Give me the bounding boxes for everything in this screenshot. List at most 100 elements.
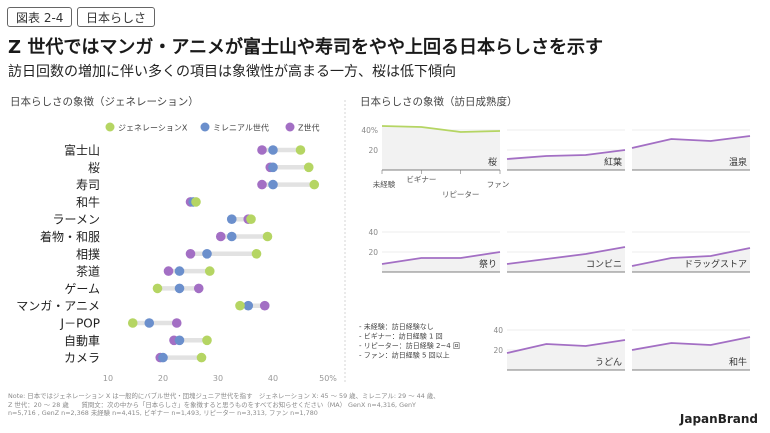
x-tick-label: ビギナー: [406, 175, 436, 184]
series-line: [631, 336, 751, 351]
area-fill: [382, 126, 500, 170]
y-tick-label: 40%: [361, 126, 378, 135]
series-line: [631, 135, 751, 149]
data-point: [193, 283, 204, 294]
topic-label-badge: 日本らしさ: [77, 7, 156, 27]
data-point: [144, 318, 155, 328]
footnote: Note: 日本ではジェネレーション X は一般的にバブル世代・団塊ジュニア世代…: [8, 392, 568, 418]
data-point: [202, 335, 212, 346]
panel-label: 紅葉: [604, 156, 622, 168]
panel-label: うどん: [595, 357, 622, 368]
category-label: マンガ・アニメ: [16, 299, 100, 313]
data-point: [196, 352, 207, 363]
category-label: 富士山: [64, 143, 100, 158]
data-point: [257, 179, 267, 190]
area-fill: [632, 136, 750, 170]
line-panel: 和牛: [631, 329, 751, 371]
data-point: [171, 318, 182, 328]
panel-label: 桜: [488, 156, 497, 168]
data-point: [257, 145, 267, 155]
category-label: ゲーム: [64, 282, 100, 296]
panel-label: ドラッグストア: [684, 258, 747, 270]
data-point: [268, 179, 278, 190]
x-tick-label: 10: [103, 374, 113, 383]
data-point: [174, 266, 185, 276]
series-line: [506, 246, 626, 265]
data-point: [309, 179, 320, 190]
legend-dot-genx: [105, 122, 115, 132]
line-panel: ドラッグストア: [631, 231, 751, 273]
data-point: [262, 231, 273, 242]
legend-label: Z世代: [298, 123, 319, 133]
data-point: [152, 283, 163, 294]
footnote-line: Note: 日本ではジェネレーション X は一般的にバブル世代・団塊ジュニア世代…: [8, 392, 440, 400]
category-label: 自動車: [64, 334, 100, 348]
y-tick-label: 20: [493, 346, 503, 355]
x-tick-label: 20: [158, 374, 168, 383]
legend-label: ミレニアル世代: [213, 123, 269, 133]
area-fill: [507, 340, 625, 370]
data-point: [174, 283, 185, 294]
maturity-legend: - 未経験：訪日経験なし- ビギナー：訪日経験 1 回- リピーター：訪日経験 …: [359, 322, 460, 360]
data-point: [163, 266, 174, 276]
panel-label: コンビニ: [586, 259, 622, 270]
x-tick-label: 30: [213, 374, 223, 383]
footnote-line: n=5,716 , GenZ n=2,368 未経験 n=4,415, ビギナー…: [8, 409, 318, 418]
y-tick-label: 40: [368, 228, 378, 237]
series-line: [506, 339, 626, 354]
area-fill: [507, 150, 625, 170]
legend-dot-genz: [285, 122, 295, 132]
panel-label: 温泉: [729, 156, 747, 168]
line-panel: 温泉: [631, 129, 751, 171]
x-tick-label: リピーター: [442, 190, 480, 199]
data-point: [215, 231, 226, 242]
figure-label-badge: 図表 2-4: [7, 7, 73, 27]
dot-chart: ジェネレーションX ミレニアル世代 Z世代富士山桜寿司和牛ラーメン着物・和服相撲茶道…: [16, 122, 337, 383]
line-panel: 20 40 祭り: [368, 228, 501, 273]
line-chart-title: 日本らしさの象徴（訪日成熟度）: [360, 95, 518, 108]
maturity-legend-item: - ビギナー：訪日経験 1 回: [359, 332, 443, 341]
category-label: ラーメン: [52, 213, 100, 227]
brand-logo-text: JapanBrand: [679, 412, 758, 426]
data-point: [174, 335, 185, 346]
legend-label: ジェネレーションX: [118, 124, 188, 133]
x-tick-label: ファン: [487, 180, 510, 189]
line-panel: コンビニ: [506, 231, 626, 273]
line-panel: 紅葉: [506, 129, 626, 171]
data-point: [295, 145, 306, 155]
area-fill: [507, 247, 625, 272]
data-point: [251, 249, 262, 259]
category-label: 着物・和服: [40, 229, 100, 244]
panel-label: 和牛: [729, 356, 747, 368]
category-label: J－POP: [60, 317, 100, 331]
data-point: [303, 162, 314, 173]
maturity-legend-item: - リピーター：訪日経験 2~4 回: [359, 341, 460, 350]
data-point: [127, 318, 138, 328]
x-tick-label: 未経験: [373, 179, 396, 189]
data-point: [268, 162, 278, 173]
area-fill: [632, 248, 750, 272]
data-point: [226, 214, 237, 224]
data-point: [158, 352, 168, 363]
panel-label: 祭り: [479, 258, 497, 270]
data-point: [243, 300, 254, 311]
x-tick-label: 50%: [319, 374, 337, 383]
series-line: [381, 125, 501, 133]
x-tick-label: 40: [268, 374, 278, 383]
line-panel: 20 40 うどん: [493, 326, 626, 371]
data-point: [185, 249, 196, 259]
category-label: 茶道: [76, 264, 100, 279]
y-tick-label: 40: [493, 326, 503, 335]
data-point: [226, 231, 237, 242]
category-label: 寿司: [76, 178, 100, 192]
footnote-line: Z 世代：20 ～ 28 歳 質問文：次の中から「日本らしさ」を象徴すると思うも…: [8, 400, 416, 409]
maturity-legend-item: - 未経験：訪日経験なし: [359, 322, 434, 331]
maturity-legend-item: - ファン：訪日経験 5 回以上: [359, 351, 450, 360]
page-headline: Z 世代ではマンガ・アニメが富士山や寿司をやや上回る日本らしさを示す: [8, 37, 603, 58]
category-label: 桜: [88, 161, 100, 175]
legend-dot-millennial: [200, 122, 210, 132]
data-point: [191, 197, 201, 207]
